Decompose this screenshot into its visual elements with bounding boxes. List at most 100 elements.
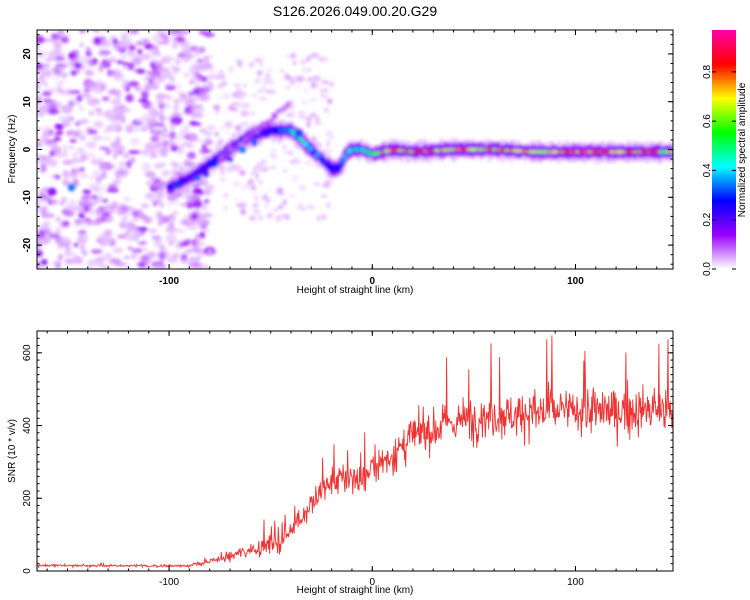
noise-blob <box>325 130 334 138</box>
noise-blob <box>115 136 122 145</box>
noise-blob <box>144 172 156 177</box>
noise-blob <box>173 134 185 142</box>
branch-segment <box>217 156 223 162</box>
noise-blob <box>112 179 122 185</box>
noise-blob <box>311 112 316 116</box>
noise-blob <box>109 69 116 76</box>
noise-blob <box>291 175 300 182</box>
noise-blob <box>228 104 234 111</box>
noise-blob <box>131 248 143 254</box>
noise-blob <box>184 99 196 107</box>
noise-blob <box>251 171 255 176</box>
noise-blob <box>129 137 141 146</box>
noise-blob <box>134 127 140 133</box>
noise-blob <box>287 111 296 118</box>
noise-blob <box>93 120 104 129</box>
noise-blob <box>277 205 284 209</box>
snr-plot-area <box>37 331 673 571</box>
noise-blob <box>305 115 313 123</box>
top-x-axis-label: Height of straight line (km) <box>297 285 414 296</box>
noise-blob <box>93 86 104 94</box>
noise-blob <box>306 77 314 83</box>
noise-blob <box>102 198 108 204</box>
noise-blob <box>324 55 328 63</box>
noise-blob <box>43 80 48 88</box>
noise-blob <box>52 199 58 205</box>
noise-blob <box>87 97 99 106</box>
noise-blob <box>189 97 199 101</box>
noise-blob <box>85 87 89 91</box>
noise-blob <box>146 181 151 186</box>
ridge-blob <box>251 138 258 147</box>
noise-blob <box>309 206 315 210</box>
noise-blob <box>311 52 319 58</box>
noise-blob <box>95 110 104 117</box>
branch-segment <box>258 126 263 132</box>
ridge-hotspot <box>379 150 385 154</box>
noise-blob <box>249 62 253 68</box>
noise-blob <box>61 71 67 80</box>
noise-blob <box>42 98 52 104</box>
noise-blob <box>131 30 139 34</box>
noise-blob <box>62 221 70 227</box>
noise-blob <box>285 214 290 221</box>
noise-blob <box>231 102 241 107</box>
noise-blob <box>297 110 306 115</box>
snr-marks <box>37 335 673 569</box>
noise-blob <box>158 66 163 72</box>
noise-blob <box>53 230 62 234</box>
noise-blob <box>232 82 237 88</box>
branch-segment <box>266 122 271 128</box>
noise-blob <box>135 68 146 74</box>
noise-blob <box>251 59 255 67</box>
noise-blob <box>66 174 74 180</box>
noise-blob <box>163 102 171 109</box>
noise-blob <box>78 198 91 206</box>
noise-blob <box>203 55 213 59</box>
noise-blob <box>116 60 124 64</box>
ridge-blob <box>238 145 247 154</box>
noise-blob <box>217 96 222 101</box>
noise-blob <box>57 254 64 261</box>
noise-blob <box>140 55 151 59</box>
noise-blob <box>154 212 159 217</box>
y-tick-label: 400 <box>22 417 33 434</box>
noise-blob <box>199 95 205 101</box>
snr-panel: -100 0 100 0 200 400 600 Height of straight l… <box>7 330 674 596</box>
colorbar: 0.0 0.2 0.4 0.6 0.8 Normalized spectral ampl… <box>702 30 748 276</box>
noise-blob <box>250 93 259 98</box>
noise-blob <box>213 75 219 79</box>
noise-blob <box>176 83 182 89</box>
noise-blob <box>288 194 296 199</box>
noise-blob <box>134 86 143 92</box>
noise-blob <box>94 184 99 193</box>
noise-blob <box>99 62 108 69</box>
noise-blob <box>170 119 182 126</box>
noise-blob <box>275 188 281 195</box>
noise-blob <box>123 36 132 44</box>
noise-blob <box>180 164 186 172</box>
noise-blob <box>39 266 47 269</box>
noise-blob <box>77 220 88 224</box>
noise-blob <box>71 95 80 104</box>
noise-blob <box>140 127 148 132</box>
colorbar-tick-label: 0.6 <box>702 114 713 128</box>
noise-blob <box>173 106 178 111</box>
noise-blob <box>264 202 269 209</box>
noise-blob <box>198 91 207 95</box>
branch-segment <box>255 129 260 135</box>
noise-blob <box>37 83 41 91</box>
noise-blob <box>100 162 110 167</box>
noise-blob <box>183 127 190 132</box>
noise-blob <box>236 60 243 67</box>
noise-blob <box>95 217 102 224</box>
noise-blob <box>241 122 249 126</box>
noise-blob <box>248 215 257 221</box>
noise-blob <box>62 88 75 96</box>
noise-blob <box>159 55 165 60</box>
noise-blob <box>78 118 89 124</box>
noise-blob <box>154 260 161 266</box>
noise-blob <box>158 132 171 138</box>
noise-blob <box>314 115 320 123</box>
noise-blob <box>159 255 165 264</box>
